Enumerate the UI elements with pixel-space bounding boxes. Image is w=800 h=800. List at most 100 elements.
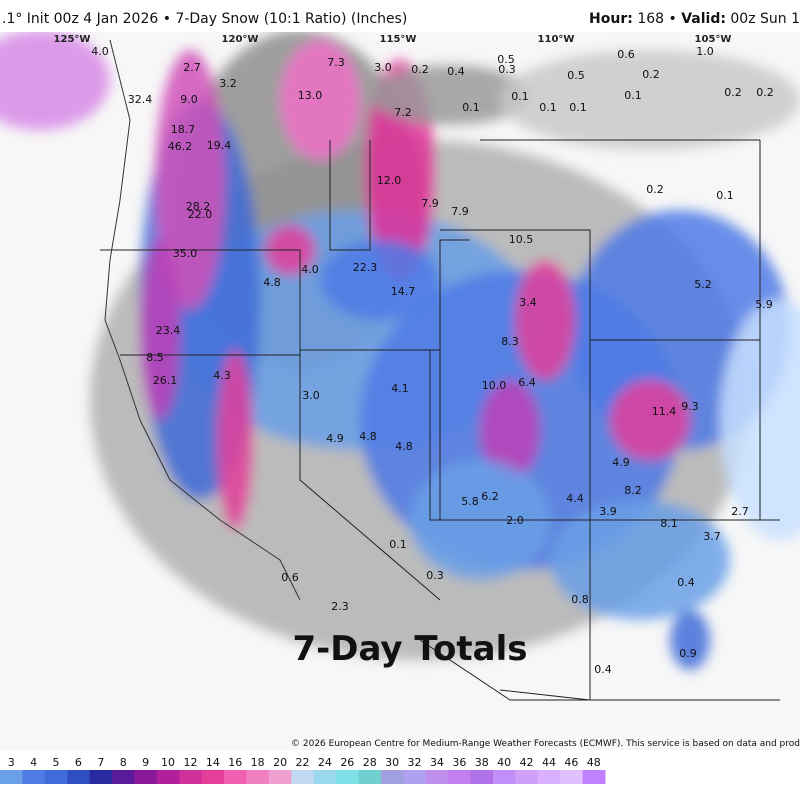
snow-amount: 2.7 (183, 61, 201, 74)
colorbar-swatch (358, 770, 382, 784)
colorbar-tick: 34 (430, 756, 444, 769)
colorbar-swatch (246, 770, 270, 784)
snow-amount: 6.2 (481, 490, 499, 503)
colorbar-swatch (156, 770, 180, 784)
colorbar-tick: 38 (475, 756, 489, 769)
snow-amount: 10.5 (509, 233, 534, 246)
snow-amount: 4.0 (301, 263, 319, 276)
snow-amount: 0.5 (567, 69, 585, 82)
snow-amount: 8.2 (624, 484, 642, 497)
snow-blob (140, 240, 180, 420)
snow-amount: 22.0 (188, 208, 213, 221)
colorbar-swatch (537, 770, 561, 784)
colorbar-tick: 28 (363, 756, 377, 769)
snow-amount: 0.2 (411, 63, 429, 76)
colorbar-swatch (380, 770, 404, 784)
colorbar-tick: 9 (142, 756, 149, 769)
snow-amount: 2.0 (506, 514, 524, 527)
colorbar-swatch (448, 770, 472, 784)
snow-amount: 4.9 (612, 456, 630, 469)
colorbar-swatch (201, 770, 225, 784)
snow-amount: 0.2 (756, 86, 774, 99)
colorbar-swatch (492, 770, 516, 784)
colorbar-swatch (224, 770, 247, 784)
longitude-label: 120°W (222, 34, 259, 45)
longitude-label: 115°W (380, 34, 417, 45)
hour-label: Hour: (589, 11, 633, 27)
snow-amount: 0.1 (539, 101, 557, 114)
snow-amount: 8.5 (146, 351, 164, 364)
colorbar-swatch (291, 770, 315, 784)
snow-amount: 26.1 (153, 374, 178, 387)
snow-amount: 0.2 (724, 86, 742, 99)
colorbar-tick: 46 (564, 756, 578, 769)
snow-blob (0, 32, 110, 130)
colorbar-swatch (470, 770, 494, 784)
valid-label: Valid: (681, 11, 726, 27)
longitude-label: 110°W (538, 34, 575, 45)
colorbar-swatch (67, 770, 91, 784)
colorbar-swatch (179, 770, 203, 784)
colorbar-swatch (22, 770, 46, 784)
snow-blob (500, 50, 800, 150)
snow-amount: 0.9 (679, 647, 697, 660)
snow-amount: 0.1 (624, 89, 642, 102)
snow-amount: 0.1 (462, 101, 480, 114)
snow-blob (370, 65, 530, 125)
map-title: 7-Day Totals (292, 629, 527, 669)
snow-amount: 0.2 (642, 68, 660, 81)
colorbar-tick: 32 (408, 756, 422, 769)
snow-amount: 0.4 (594, 663, 612, 676)
snow-amount: 7.9 (421, 197, 439, 210)
snow-amount: 8.1 (660, 517, 678, 530)
colorbar-swatch (403, 770, 427, 784)
snow-amount: 5.9 (755, 298, 773, 311)
snow-amount: 6.4 (518, 376, 536, 389)
colorbar-tick: 24 (318, 756, 332, 769)
snow-amount: 4.0 (91, 45, 109, 58)
colorbar-tick: 30 (385, 756, 399, 769)
snow-blob (480, 380, 540, 480)
colorbar-tick: 14 (206, 756, 220, 769)
colorbar-swatch (515, 770, 539, 784)
snow-amount: 4.8 (263, 276, 281, 289)
snow-amount: 5.8 (461, 495, 479, 508)
snow-amount: 4.8 (395, 440, 413, 453)
longitude-label: 125°W (54, 34, 91, 45)
snow-amount: 5.2 (694, 278, 712, 291)
colorbar-tick: 48 (587, 756, 601, 769)
snow-blob (550, 500, 730, 620)
snow-amount: 12.0 (377, 174, 402, 187)
snow-amount: 13.0 (298, 89, 323, 102)
colorbar-swatch (313, 770, 337, 784)
colorbar-tick: 8 (120, 756, 127, 769)
snow-amount: 4.8 (359, 430, 377, 443)
colorbar-swatch (582, 770, 606, 784)
colorbar-swatch (336, 770, 360, 784)
hour: 168 • (637, 11, 677, 27)
snow-amount: 0.4 (677, 576, 695, 589)
snow-amount: 7.9 (451, 205, 469, 218)
snow-amount: 0.5 (497, 53, 515, 66)
colorbar-tick: 16 (228, 756, 242, 769)
snow-amount: 23.4 (156, 324, 181, 337)
snow-amount: 2.7 (731, 505, 749, 518)
snow-amount: 1.0 (696, 45, 714, 58)
snow-amount: 3.0 (374, 61, 392, 74)
snow-amount: 9.0 (180, 93, 198, 106)
snow-amount: 35.0 (173, 247, 198, 260)
colorbar-tick: 22 (296, 756, 310, 769)
colorbar-tick: 18 (251, 756, 265, 769)
snow-amount: 3.7 (703, 530, 721, 543)
header-left: .1° Init 00z 4 Jan 2026 • 7-Day Snow (10… (2, 11, 408, 27)
snow-amount: 46.2 (168, 140, 193, 153)
snow-amount: 3.0 (302, 389, 320, 402)
snow-amount: 7.2 (394, 106, 412, 119)
colorbar-tick: 12 (183, 756, 197, 769)
snow-amount: 4.1 (391, 382, 409, 395)
header-right: Hour: 168 • Valid: 00z Sun 1 (589, 11, 800, 27)
snow-amount: 0.1 (389, 538, 407, 551)
snow-amount: 4.4 (566, 492, 584, 505)
